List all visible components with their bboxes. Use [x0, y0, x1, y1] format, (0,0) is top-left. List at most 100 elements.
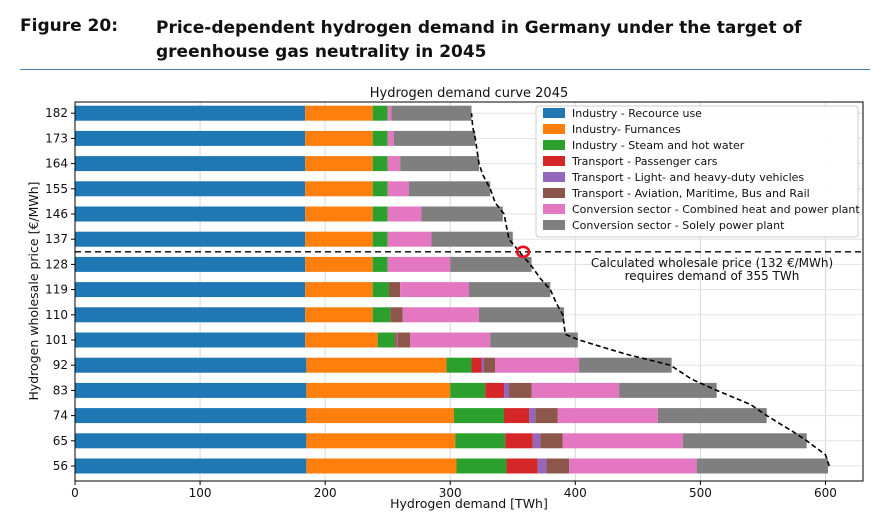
bar-segment	[372, 130, 388, 146]
bar-segment	[372, 206, 388, 222]
bar-segment	[471, 357, 482, 373]
bar-segment	[490, 332, 578, 348]
legend-swatch	[543, 220, 565, 230]
figure-label: Figure 20:	[20, 16, 118, 36]
y-tick-label: 155	[45, 182, 68, 196]
bar-segment	[456, 458, 507, 474]
y-tick-label: 146	[45, 207, 68, 221]
bar-segment	[484, 357, 496, 373]
demand-curve	[470, 113, 830, 467]
bar-segment	[562, 433, 683, 449]
annotation-line-1: Calculated wholesale price (132 €/MWh)	[591, 256, 833, 270]
bar-segment	[696, 458, 828, 474]
bar-segment	[579, 357, 672, 373]
bar-segment	[75, 231, 306, 247]
bar-segment	[372, 105, 388, 121]
chart-title: Hydrogen demand curve 2045	[370, 86, 569, 101]
y-tick-label: 182	[45, 106, 68, 120]
x-axis-label: Hydrogen demand [TWh]	[390, 496, 548, 511]
x-tick-label: 0	[71, 486, 79, 500]
bar-segment	[682, 433, 807, 449]
bar-segment	[531, 382, 620, 398]
legend: Industry - Recource use Industry- Furnanc…	[535, 105, 860, 238]
bar-segment	[306, 357, 447, 373]
legend-box	[535, 105, 859, 238]
bar-segment	[535, 408, 558, 424]
legend-swatch	[543, 156, 565, 166]
bar-segment	[504, 408, 530, 424]
bar-segment	[75, 307, 306, 323]
bar-segment	[450, 256, 532, 272]
legend-swatch	[543, 108, 565, 118]
legend-entry-label: Conversion sector - Combined heat and po…	[572, 203, 860, 216]
bar-segment	[393, 130, 476, 146]
bar-segment	[479, 307, 565, 323]
bar-segment	[305, 282, 373, 298]
bar-segment	[75, 181, 306, 197]
bar-segment	[431, 231, 513, 247]
bar-segment	[387, 130, 394, 146]
y-tick-label: 65	[53, 434, 68, 448]
bar-segment	[372, 181, 388, 197]
bar-segment	[305, 156, 373, 172]
bar-segment	[75, 130, 306, 146]
legend-swatch	[543, 140, 565, 150]
bar-segment	[546, 458, 570, 474]
y-tick-label: 83	[53, 383, 68, 397]
bar-segment	[387, 206, 422, 222]
x-tick-label: 200	[314, 486, 337, 500]
bar-segment	[372, 231, 388, 247]
bar-segment	[446, 357, 472, 373]
bar-segment	[391, 105, 472, 121]
y-tick-label: 119	[45, 283, 68, 297]
bar-segment	[495, 357, 580, 373]
bar-segment	[421, 206, 503, 222]
bar-segment	[305, 307, 373, 323]
bar-segment	[390, 307, 403, 323]
bar-segment	[75, 382, 307, 398]
figure-title: Price-dependent hydrogen demand in Germa…	[156, 18, 802, 62]
x-tick-label: 300	[439, 486, 462, 500]
bar-segment	[75, 408, 307, 424]
bar-segment	[509, 382, 532, 398]
bar-segment	[306, 433, 456, 449]
bar-segment	[387, 181, 409, 197]
bar-segment	[485, 382, 505, 398]
bar-segment	[306, 458, 457, 474]
y-tick-label: 128	[45, 257, 68, 271]
bar-segment	[75, 433, 307, 449]
bar-segment	[657, 408, 767, 424]
legend-entry-label: Transport - Aviation, Maritime, Bus and …	[571, 187, 810, 200]
legend-swatch	[543, 204, 565, 214]
bars-layer	[75, 105, 828, 474]
bar-segment	[402, 307, 480, 323]
legend-entry-label: Conversion sector - Solely power plant	[572, 219, 785, 232]
bar-segment	[75, 256, 306, 272]
bar-segment	[305, 181, 373, 197]
bar-segment	[396, 332, 398, 348]
bar-segment	[305, 130, 373, 146]
bar-segment	[504, 382, 510, 398]
bar-segment	[469, 282, 551, 298]
y-tick-label: 56	[53, 459, 68, 473]
axes-layer: 0 100 200 300 400 500 600 56 65 74 83 92 101 110 119 12…	[45, 106, 837, 500]
bar-segment	[306, 408, 454, 424]
bar-segment	[481, 357, 485, 373]
bar-segment	[75, 458, 307, 474]
x-tick-label: 600	[814, 486, 837, 500]
bar-segment	[387, 105, 392, 121]
bar-segment	[505, 433, 533, 449]
plot-frame	[74, 101, 864, 482]
bar-segment	[305, 105, 373, 121]
bar-segment	[619, 382, 717, 398]
bar-segment	[387, 256, 451, 272]
y-tick-label: 110	[45, 308, 68, 322]
y-tick-label: 173	[45, 131, 68, 145]
bar-segment	[395, 332, 397, 348]
bar-segment	[372, 156, 388, 172]
bar-segment	[557, 408, 658, 424]
bar-segment	[387, 156, 401, 172]
bar-segment	[372, 282, 389, 298]
bar-segment	[408, 181, 491, 197]
